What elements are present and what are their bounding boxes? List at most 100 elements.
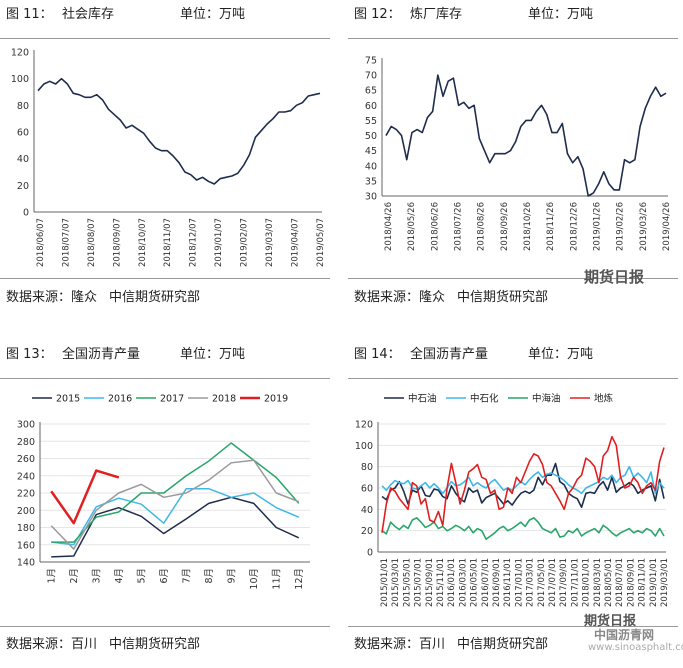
x-tick-label: 2018/09/26 [500, 202, 510, 251]
figure-title: 全国沥青产量 [410, 347, 489, 362]
y-tick-label: 100 [11, 74, 29, 85]
x-tick-label: 2月 [69, 568, 80, 584]
x-tick-label: 2018/05/26 [407, 202, 417, 251]
x-tick-label: 2018/12/26 [569, 202, 579, 251]
x-tick-label: 3月 [92, 568, 103, 584]
y-tick-label: 260 [17, 454, 35, 465]
legend-label: 地炼 [594, 393, 614, 405]
series-line-2019 [50, 469, 120, 525]
figure-13-source: 数据来源：百川 中信期货研究部 [6, 633, 212, 652]
y-tick-label: 80 [361, 462, 373, 473]
x-tick-label: 2018/07/01 [615, 558, 625, 607]
x-tick-label: 2019/03/01 [660, 558, 670, 607]
y-tick-label: 120 [355, 420, 373, 431]
y-tick-label: 45 [365, 146, 377, 157]
top-rule [348, 378, 678, 379]
figure-11-source: 数据来源：隆众 中信期货研究部 [6, 286, 212, 305]
series-line-series-0 [385, 74, 667, 197]
figure-11-caption: 图 11： 社会库存 单位：万吨 [0, 0, 330, 30]
x-tick-label: 2018/09/01 [626, 558, 636, 607]
figure-title: 社会库存 [62, 7, 115, 22]
legend-label: 2018 [212, 394, 236, 405]
x-tick-label: 1月 [47, 568, 58, 584]
legend-label: 2016 [108, 394, 132, 405]
x-tick-label: 12月 [294, 568, 305, 590]
y-tick-label: 200 [17, 506, 35, 517]
bottom-rule [348, 626, 678, 627]
source-org: 中信期货研究部 [109, 290, 201, 305]
figure-12-panel: 图 12： 炼厂库存 单位：万吨 30 35 40 45 50 55 60 65 70 75 201… [348, 0, 678, 320]
x-tick-label: 2018/06/07 [36, 218, 46, 267]
legend-label: 2017 [160, 394, 184, 405]
source-org: 中信期货研究部 [457, 637, 549, 652]
series-line-中海油 [381, 517, 665, 540]
x-tick-label: 8月 [204, 568, 215, 584]
y-tick-label: 180 [17, 523, 35, 534]
x-tick-label: 2018/06/26 [430, 202, 440, 251]
series-line-中石化 [381, 465, 665, 495]
figure-unit: 单位：万吨 [528, 7, 594, 22]
x-tick-label: 2019/02/07 [240, 218, 250, 267]
x-tick-label: 2015/07/01 [414, 558, 424, 607]
x-tick-label: 2019/04/26 [662, 202, 672, 251]
x-tick-label: 2019/04/07 [291, 218, 301, 267]
y-tick-label: 60 [17, 128, 29, 139]
source-label: 数据来源：隆众 [6, 290, 98, 305]
legend-label: 中石油 [408, 393, 437, 405]
refinery-inventory-chart: 30 35 40 45 50 55 60 65 70 75 2018/04/26 2018/05/26… [365, 56, 672, 252]
x-tick-label: 2018/08/07 [87, 218, 97, 267]
x-tick-label: 2019/02/26 [616, 202, 626, 251]
figure-14-source: 数据来源：百川 中信期货研究部 [354, 633, 560, 652]
national-asphalt-output-by-year-chart: 140 160 180 200 220 240 260 280 300 1月 2月 3月 4月 5月 6月 7… [17, 394, 310, 590]
x-tick-label: 2018/11/01 [638, 558, 648, 607]
series-line-中石油 [381, 462, 665, 508]
y-tick-label: 40 [17, 154, 29, 165]
y-tick-label: 40 [365, 161, 377, 172]
watermark-logo: 期货日报 [584, 268, 645, 286]
x-tick-label: 2017/11/01 [570, 558, 580, 607]
top-rule [0, 38, 330, 39]
x-tick-label: 2018/09/07 [112, 218, 122, 267]
x-tick-label: 7月 [182, 568, 193, 584]
figure-number: 图 14： [354, 347, 401, 362]
y-tick-label: 20 [17, 181, 29, 192]
figure-title: 全国沥青产量 [62, 347, 141, 362]
source-label: 数据来源：隆众 [354, 290, 446, 305]
watermark-logo: 期货日报 [584, 614, 637, 629]
x-tick-label: 2018/07/26 [453, 202, 463, 251]
y-tick-label: 60 [365, 101, 377, 112]
x-tick-label: 2018/03/01 [593, 558, 603, 607]
x-tick-label: 9月 [227, 568, 238, 584]
legend-label: 2015 [56, 394, 80, 405]
x-tick-label: 2015/05/01 [402, 558, 412, 607]
series-line-2018 [50, 459, 300, 550]
figure-14-panel: 图 14： 全国沥青产量 单位：万吨 0 20 40 60 80 100 120 2015/0… [348, 340, 683, 668]
source-org: 中信期货研究部 [109, 637, 201, 652]
y-tick-label: 55 [365, 116, 377, 127]
figure-unit: 单位：万吨 [180, 347, 246, 362]
x-tick-label: 5月 [137, 568, 148, 584]
y-tick-label: 50 [365, 131, 377, 142]
x-tick-label: 2017/05/01 [537, 558, 547, 607]
figure-13-caption: 图 13： 全国沥青产量 单位：万吨 [0, 340, 330, 370]
x-tick-label: 2016/09/01 [492, 558, 502, 607]
x-tick-label: 2018/04/26 [384, 202, 394, 251]
figure-13-panel: 图 13： 全国沥青产量 单位：万吨 140 160 180 200 220 240 260… [0, 340, 330, 668]
x-tick-label: 2019/03/07 [265, 218, 275, 267]
y-tick-label: 40 [361, 505, 373, 516]
x-tick-label: 6月 [159, 568, 170, 584]
x-tick-label: 2019/01/01 [649, 558, 659, 607]
x-tick-label: 2015/01/01 [380, 558, 390, 607]
y-tick-label: 20 [361, 526, 373, 537]
x-tick-label: 2016/01/01 [447, 558, 457, 607]
legend-label: 中石化 [470, 393, 499, 405]
y-tick-label: 160 [17, 540, 35, 551]
x-tick-label: 11月 [272, 568, 283, 590]
legend-label: 中海油 [532, 393, 561, 405]
x-tick-label: 2016/03/01 [458, 558, 468, 607]
x-tick-label: 2018/01/01 [582, 558, 592, 607]
x-tick-label: 2017/07/01 [548, 558, 558, 607]
source-label: 数据来源：百川 [354, 637, 446, 652]
figure-12-caption: 图 12： 炼厂库存 单位：万吨 [348, 0, 678, 30]
